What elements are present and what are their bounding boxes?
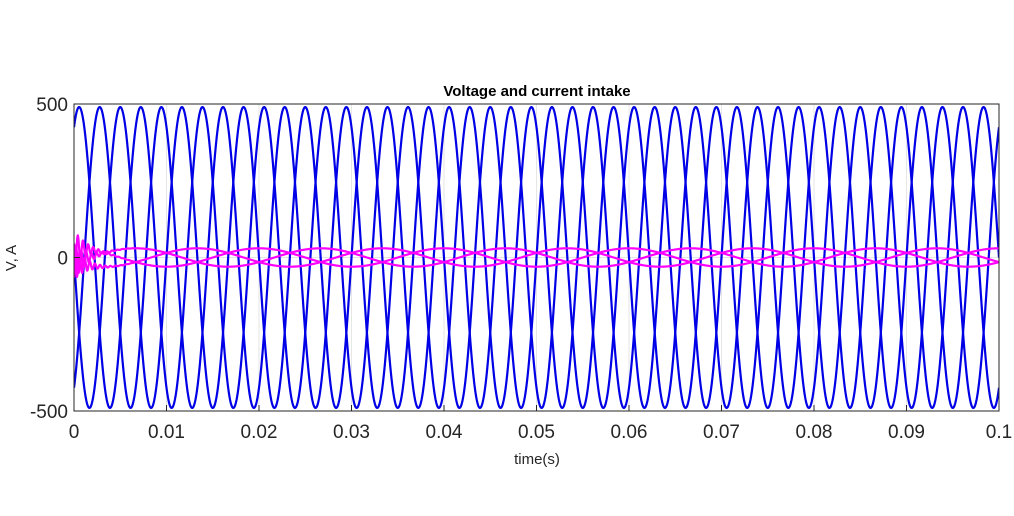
y-tick-label: -500 <box>30 402 68 423</box>
x-tick-label: 0.01 <box>148 422 185 443</box>
series-layer <box>74 105 999 410</box>
axes: 0 0.01 0.02 0.03 0.04 0.05 0.06 0.07 0.08 0.09 0.1… <box>30 95 1012 443</box>
voltage-series-2 <box>74 105 999 410</box>
x-tick-label: 0.08 <box>796 422 833 443</box>
x-tick-label: 0.04 <box>426 422 463 443</box>
x-axis-label: time(s) <box>514 451 560 468</box>
x-tick-label: 0.07 <box>703 422 740 443</box>
voltage-series-3 <box>74 105 999 410</box>
x-tick-label: 0.05 <box>518 422 555 443</box>
current-series-6 <box>74 243 999 278</box>
voltage-series-1 <box>74 105 999 410</box>
y-tick-label: 500 <box>36 95 68 116</box>
x-tick-label: 0.03 <box>333 422 370 443</box>
x-tick-label: 0.06 <box>611 422 648 443</box>
y-axis-label: V, A <box>3 245 20 271</box>
chart-title: Voltage and current intake <box>443 83 630 100</box>
y-tick-label: 0 <box>57 249 68 270</box>
x-tick-label: 0.09 <box>888 422 925 443</box>
x-tick-label: 0.02 <box>241 422 278 443</box>
x-tick-label: 0.1 <box>986 422 1012 443</box>
x-tick-label: 0 <box>69 422 80 443</box>
